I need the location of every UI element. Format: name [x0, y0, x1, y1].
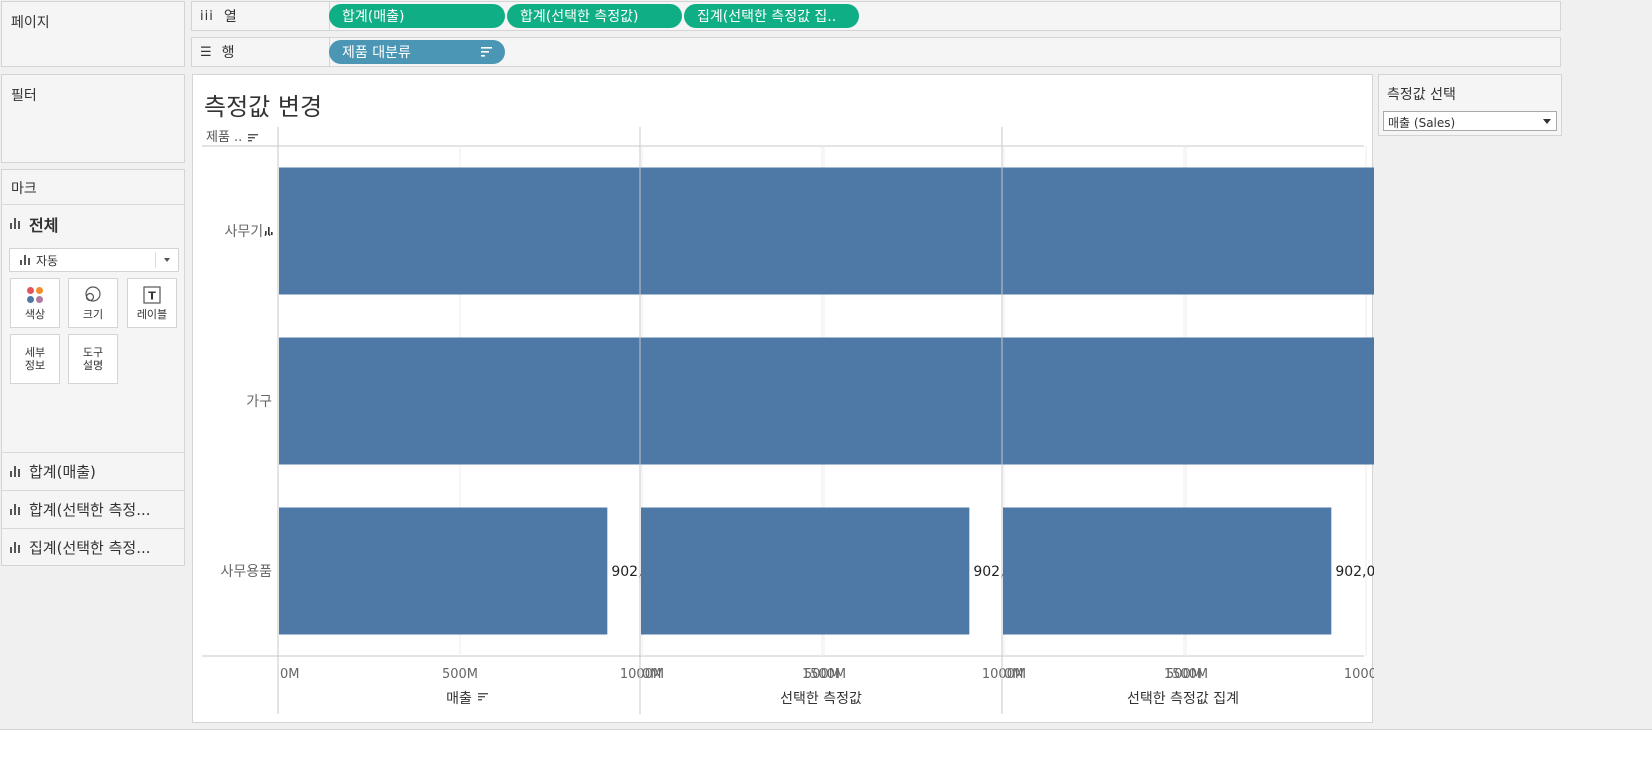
rows-label-text: 행 [221, 45, 235, 61]
label-card[interactable]: T 레이블 [127, 278, 177, 328]
pill-label: 제품 대분류 [342, 45, 411, 61]
marks-measure-label: 합계(선택한 측정... [29, 501, 151, 519]
x-tick-label: 0M [280, 667, 300, 682]
bar-value-label: 902,001,731 [1335, 564, 1374, 580]
marks-measure-label: 집계(선택한 측정... [29, 539, 151, 557]
marks-all-label: 전체 [29, 215, 59, 235]
worksheet-view: 측정값 변경 제품 ..0M500M1000M1500M매출1,384,640,… [192, 74, 1374, 724]
category-label: 사무용품 [220, 564, 272, 580]
detail-card-label: 세부 정보 [24, 346, 46, 372]
sort-icon [478, 693, 488, 701]
marks-panel-title: 마크 [11, 181, 37, 197]
x-tick-label: 1000M [620, 667, 664, 682]
marks-measure-selected-agg[interactable]: 집계(선택한 측정... [2, 528, 184, 566]
bar-chart-icon [20, 255, 30, 265]
tooltip-card-label: 도구 설명 [82, 346, 104, 372]
measure-select-value: 매출 (Sales) [1388, 116, 1456, 130]
bar [279, 507, 608, 635]
size-card-label: 크기 [82, 307, 104, 321]
x-tick-label: 1500M [1164, 667, 1208, 682]
columns-label-text: 열 [223, 9, 237, 25]
view-title: 측정값 변경 [204, 93, 323, 121]
bar [641, 507, 970, 635]
mark-type-dropdown[interactable]: 자동 [9, 248, 179, 272]
sort-icon [248, 134, 258, 142]
measure-select[interactable]: 매출 (Sales) [1383, 111, 1557, 131]
category-label: 사무기.. [224, 224, 272, 240]
chevron-down-icon [164, 258, 170, 262]
marks-measure-selected[interactable]: 합계(선택한 측정... [2, 490, 184, 528]
color-card-label: 색상 [24, 307, 46, 321]
row-header-label: 제품 .. [206, 130, 242, 145]
x-tick-label: 1000M [982, 667, 1026, 682]
bar [1003, 507, 1332, 635]
bar-chart-icon [10, 218, 21, 229]
bar-chart-icon [10, 466, 21, 477]
marks-measure-label: 합계(매출) [29, 463, 96, 481]
x-tick-label: 1500M [802, 667, 846, 682]
pill-label: 집계(선택한 측정값 집.. [697, 9, 837, 25]
size-circles-icon [85, 285, 101, 302]
detail-card[interactable]: 세부 정보 [10, 334, 60, 384]
color-palette-icon [27, 286, 43, 303]
chevron-down-icon [1543, 119, 1551, 124]
text-label-icon: T [143, 285, 161, 304]
columns-pill-selected-measure-agg[interactable]: 집계(선택한 측정값 집.. [684, 4, 859, 28]
category-label: 가구 [246, 394, 272, 410]
sheet-tabs-bar [0, 729, 1652, 770]
size-card[interactable]: 크기 [68, 278, 118, 328]
bar-chart-icon [265, 227, 273, 235]
x-axis-title: 선택한 측정값 집계 [1127, 691, 1239, 707]
marks-panel: 마크 전체 자동 색상 크기 T 레이블 세부 정보 도구 설명 [1, 169, 185, 566]
x-tick-label: 500M [804, 667, 840, 682]
columns-pill-selected-measure[interactable]: 합계(선택한 측정값) [507, 4, 682, 28]
filters-panel[interactable]: 필터 [1, 74, 185, 163]
x-tick-label: 500M [442, 667, 478, 682]
dropdown-divider [155, 252, 156, 268]
parameter-control: 측정값 선택 매출 (Sales) [1378, 74, 1562, 136]
filters-panel-title: 필터 [11, 88, 37, 104]
x-tick-label: 0M [1004, 667, 1024, 682]
columns-pill-sales[interactable]: 합계(매출) [329, 4, 505, 28]
bar-chart[interactable]: 제품 ..0M500M1000M1500M매출1,384,640,0311,37… [193, 75, 1374, 724]
sort-icon[interactable] [481, 46, 493, 57]
marks-all-tab[interactable]: 전체 [2, 204, 184, 242]
mark-type-value: 자동 [36, 253, 59, 268]
rows-list-icon: ☰ [200, 44, 212, 60]
x-axis-title: 매출 [446, 691, 472, 707]
columns-shelf-label: iii 열 [200, 2, 237, 30]
x-tick-label: 0M [642, 667, 662, 682]
x-axis-title: 선택한 측정값 [780, 691, 862, 707]
pages-panel: 페이지 [1, 1, 185, 67]
bar [1003, 167, 1374, 295]
pill-label: 합계(매출) [342, 9, 405, 25]
x-tick-label: 500M [1166, 667, 1202, 682]
pages-panel-title: 페이지 [11, 15, 50, 31]
bar-chart-icon [10, 542, 21, 553]
label-card-label: 레이블 [136, 307, 168, 321]
parameter-title: 측정값 선택 [1387, 87, 1456, 103]
columns-icon: iii [200, 8, 214, 24]
x-tick-label: 1000M [1344, 667, 1374, 682]
svg-text:T: T [148, 289, 156, 302]
tooltip-card[interactable]: 도구 설명 [68, 334, 118, 384]
rows-shelf-label: ☰ 행 [200, 38, 235, 66]
bar-chart-icon [10, 504, 21, 515]
rows-pill-category[interactable]: 제품 대분류 [329, 40, 505, 64]
pill-label: 합계(선택한 측정값) [520, 9, 639, 25]
bar [1003, 337, 1374, 465]
marks-measure-sales[interactable]: 합계(매출) [2, 452, 184, 490]
color-card[interactable]: 색상 [10, 278, 60, 328]
